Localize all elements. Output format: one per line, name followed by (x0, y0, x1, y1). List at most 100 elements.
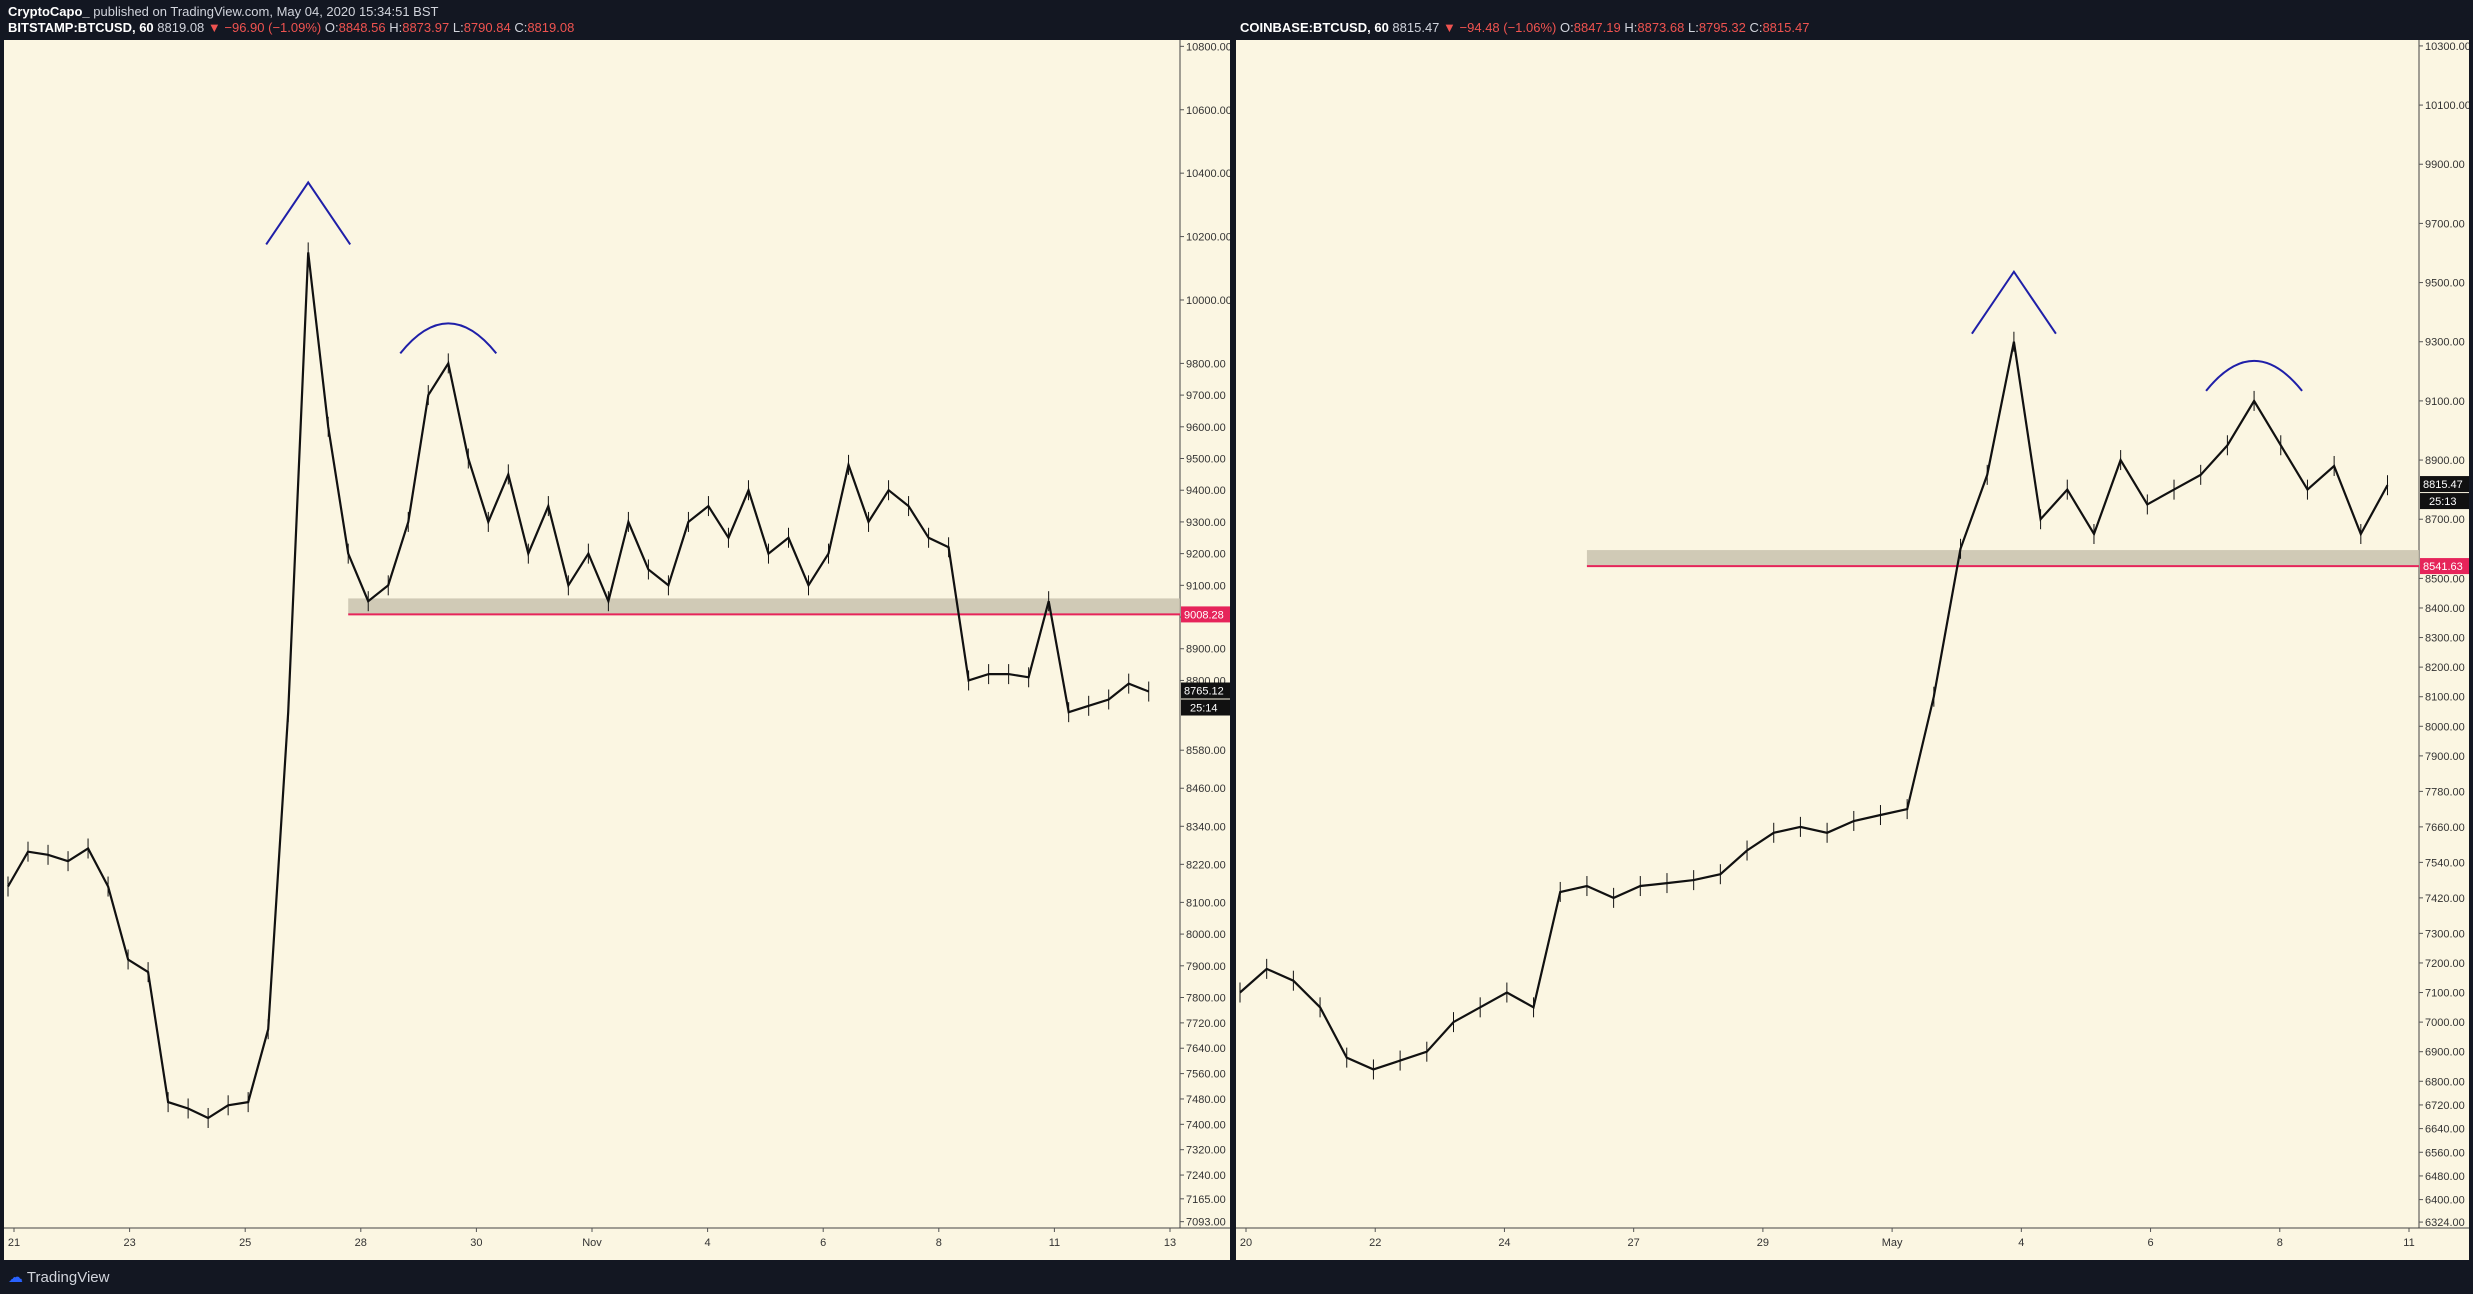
right-symbol[interactable]: COINBASE:BTCUSD, 60 (1240, 20, 1389, 35)
y-tick-label: 9500.00 (1186, 454, 1226, 466)
y-tick-label: 8500.00 (2425, 573, 2465, 585)
right-chart-panel[interactable]: 10300.00 10100.00 9900.00 9700.00 9500.00 930… (1236, 40, 2469, 1260)
y-tick-label: 8900.00 (2425, 455, 2465, 467)
left-l-label: L: (452, 20, 464, 35)
plot-area (4, 40, 1180, 1228)
left-chart-panel[interactable]: 10800.00 10600.00 10400.00 10200.00 10000.00… (4, 40, 1230, 1260)
y-tick-label: 7200.00 (2425, 958, 2465, 970)
last-price-label: 8765.12 (1184, 686, 1224, 698)
y-tick-label: 6800.00 (2425, 1076, 2465, 1088)
x-tick-label: 11 (1049, 1237, 1060, 1249)
x-tick-label: 22 (1369, 1237, 1381, 1249)
left-high: 8873.97 (402, 20, 450, 35)
x-tick-label: May (1882, 1237, 1903, 1249)
y-tick-label: 7240.00 (1186, 1170, 1226, 1182)
x-tick-label: 24 (1498, 1237, 1510, 1249)
y-tick-label: 10000.00 (1186, 295, 1230, 307)
x-tick-label: 21 (8, 1237, 20, 1249)
y-tick-label: 7640.00 (1186, 1043, 1226, 1055)
y-tick-label: 6900.00 (2425, 1047, 2465, 1059)
x-tick-label: 6 (2147, 1237, 2153, 1249)
x-tick-label: 27 (1628, 1237, 1640, 1249)
y-tick-label: 8580.00 (1186, 745, 1226, 757)
left-close: 8819.08 (527, 20, 575, 35)
y-tick-label: 7560.00 (1186, 1069, 1226, 1081)
right-ohlc-bar: COINBASE:BTCUSD, 60 8815.47 ▼ −94.48 (−1… (1240, 20, 1809, 35)
footer-bar: ☁ TradingView (0, 1260, 2473, 1294)
left-chart[interactable]: 10800.00 10600.00 10400.00 10200.00 10000.00… (4, 40, 1230, 1260)
y-tick-label: 9500.00 (2425, 278, 2465, 290)
y-tick-label: 7900.00 (1186, 961, 1226, 973)
y-tick-label: 9300.00 (1186, 517, 1226, 529)
support-zone (1586, 550, 2419, 567)
y-tick-label: 10400.00 (1186, 168, 1230, 180)
countdown-tag (2420, 493, 2469, 510)
right-o-label: O: (1560, 20, 1574, 35)
y-tick-label: 7000.00 (2425, 1017, 2465, 1029)
y-tick-label: 9900.00 (2425, 159, 2465, 171)
y-tick-label: 6640.00 (2425, 1124, 2465, 1136)
left-symbol[interactable]: BITSTAMP:BTCUSD, 60 (8, 20, 154, 35)
author-name[interactable]: CryptoCapo_ (8, 4, 90, 19)
y-tick-label: 7300.00 (2425, 928, 2465, 940)
y-tick-label: 10800.00 (1186, 41, 1230, 53)
left-low: 8790.84 (463, 20, 511, 35)
y-tick-label: 6720.00 (2425, 1100, 2465, 1112)
right-open: 8847.19 (1573, 20, 1621, 35)
y-tick-label: 6400.00 (2425, 1195, 2465, 1207)
publish-info: CryptoCapo_ published on TradingView.com… (8, 4, 438, 19)
y-tick-label: 9700.00 (2425, 218, 2465, 230)
y-tick-label: 10600.00 (1186, 105, 1230, 117)
y-tick-label: 8340.00 (1186, 821, 1226, 833)
left-open: 8848.56 (338, 20, 386, 35)
right-chart[interactable]: 10300.00 10100.00 9900.00 9700.00 9500.00 930… (1236, 40, 2469, 1260)
x-tick-label: 25 (239, 1237, 251, 1249)
x-tick-label: 30 (470, 1237, 482, 1249)
last-price-tag (1181, 682, 1230, 699)
y-tick-label: 9200.00 (1186, 549, 1226, 561)
y-tick-label: 9600.00 (1186, 422, 1226, 434)
x-tick-label: 11 (2403, 1237, 2414, 1249)
plot-area (1236, 40, 2419, 1228)
y-tick-label: 6560.00 (2425, 1147, 2465, 1159)
y-tick-label: 8100.00 (1186, 897, 1226, 909)
y-tick-label: 7400.00 (1186, 1119, 1226, 1131)
right-high: 8873.68 (1637, 20, 1685, 35)
support-price-tag (1181, 606, 1230, 623)
right-c-label: C: (1749, 20, 1763, 35)
y-tick-label: 7100.00 (2425, 988, 2465, 1000)
cloud-icon: ☁ (8, 1269, 23, 1286)
brand-label: TradingView (26, 1269, 110, 1286)
y-tick-label: 9400.00 (1186, 485, 1226, 497)
y-tick-label: 9700.00 (1186, 390, 1226, 402)
x-tick-label: 6 (820, 1237, 826, 1249)
y-tick-label: 7540.00 (2425, 857, 2465, 869)
tradingview-logo[interactable]: ☁ TradingView (8, 1268, 109, 1286)
left-ohlc-bar: BITSTAMP:BTCUSD, 60 8819.08 ▼ −96.90 (−1… (8, 20, 574, 35)
price-series (7, 252, 1150, 1120)
y-tick-label: 9100.00 (2425, 396, 2465, 408)
y-tick-label: 9100.00 (1186, 580, 1226, 592)
right-change: ▼ −94.48 (−1.06%) (1443, 20, 1557, 35)
time-axis (1236, 1228, 2469, 1260)
x-tick-label: 4 (2018, 1237, 2024, 1249)
x-tick-label: 8 (2277, 1237, 2283, 1249)
right-h-label: H: (1624, 20, 1638, 35)
x-tick-label: 8 (936, 1237, 942, 1249)
y-tick-label: 7420.00 (2425, 893, 2465, 905)
y-tick-label: 10300.00 (2425, 41, 2469, 53)
right-last: 8815.47 (1392, 20, 1440, 35)
publish-date: published on TradingView.com, May 04, 20… (93, 4, 439, 19)
rounded-top-annotation (399, 322, 498, 355)
left-h-label: H: (389, 20, 403, 35)
y-tick-label: 9300.00 (2425, 337, 2465, 349)
countdown-tag (1181, 699, 1230, 716)
support-price-label: 8541.63 (2423, 561, 2463, 573)
x-tick-label: Nov (582, 1237, 602, 1249)
last-price-tag (2420, 476, 2469, 493)
y-tick-label: 8900.00 (1186, 644, 1226, 656)
support-zone (348, 598, 1180, 615)
y-tick-label: 7780.00 (2425, 786, 2465, 798)
y-tick-label: 7480.00 (1186, 1094, 1226, 1106)
y-tick-label: 8700.00 (2425, 514, 2465, 526)
